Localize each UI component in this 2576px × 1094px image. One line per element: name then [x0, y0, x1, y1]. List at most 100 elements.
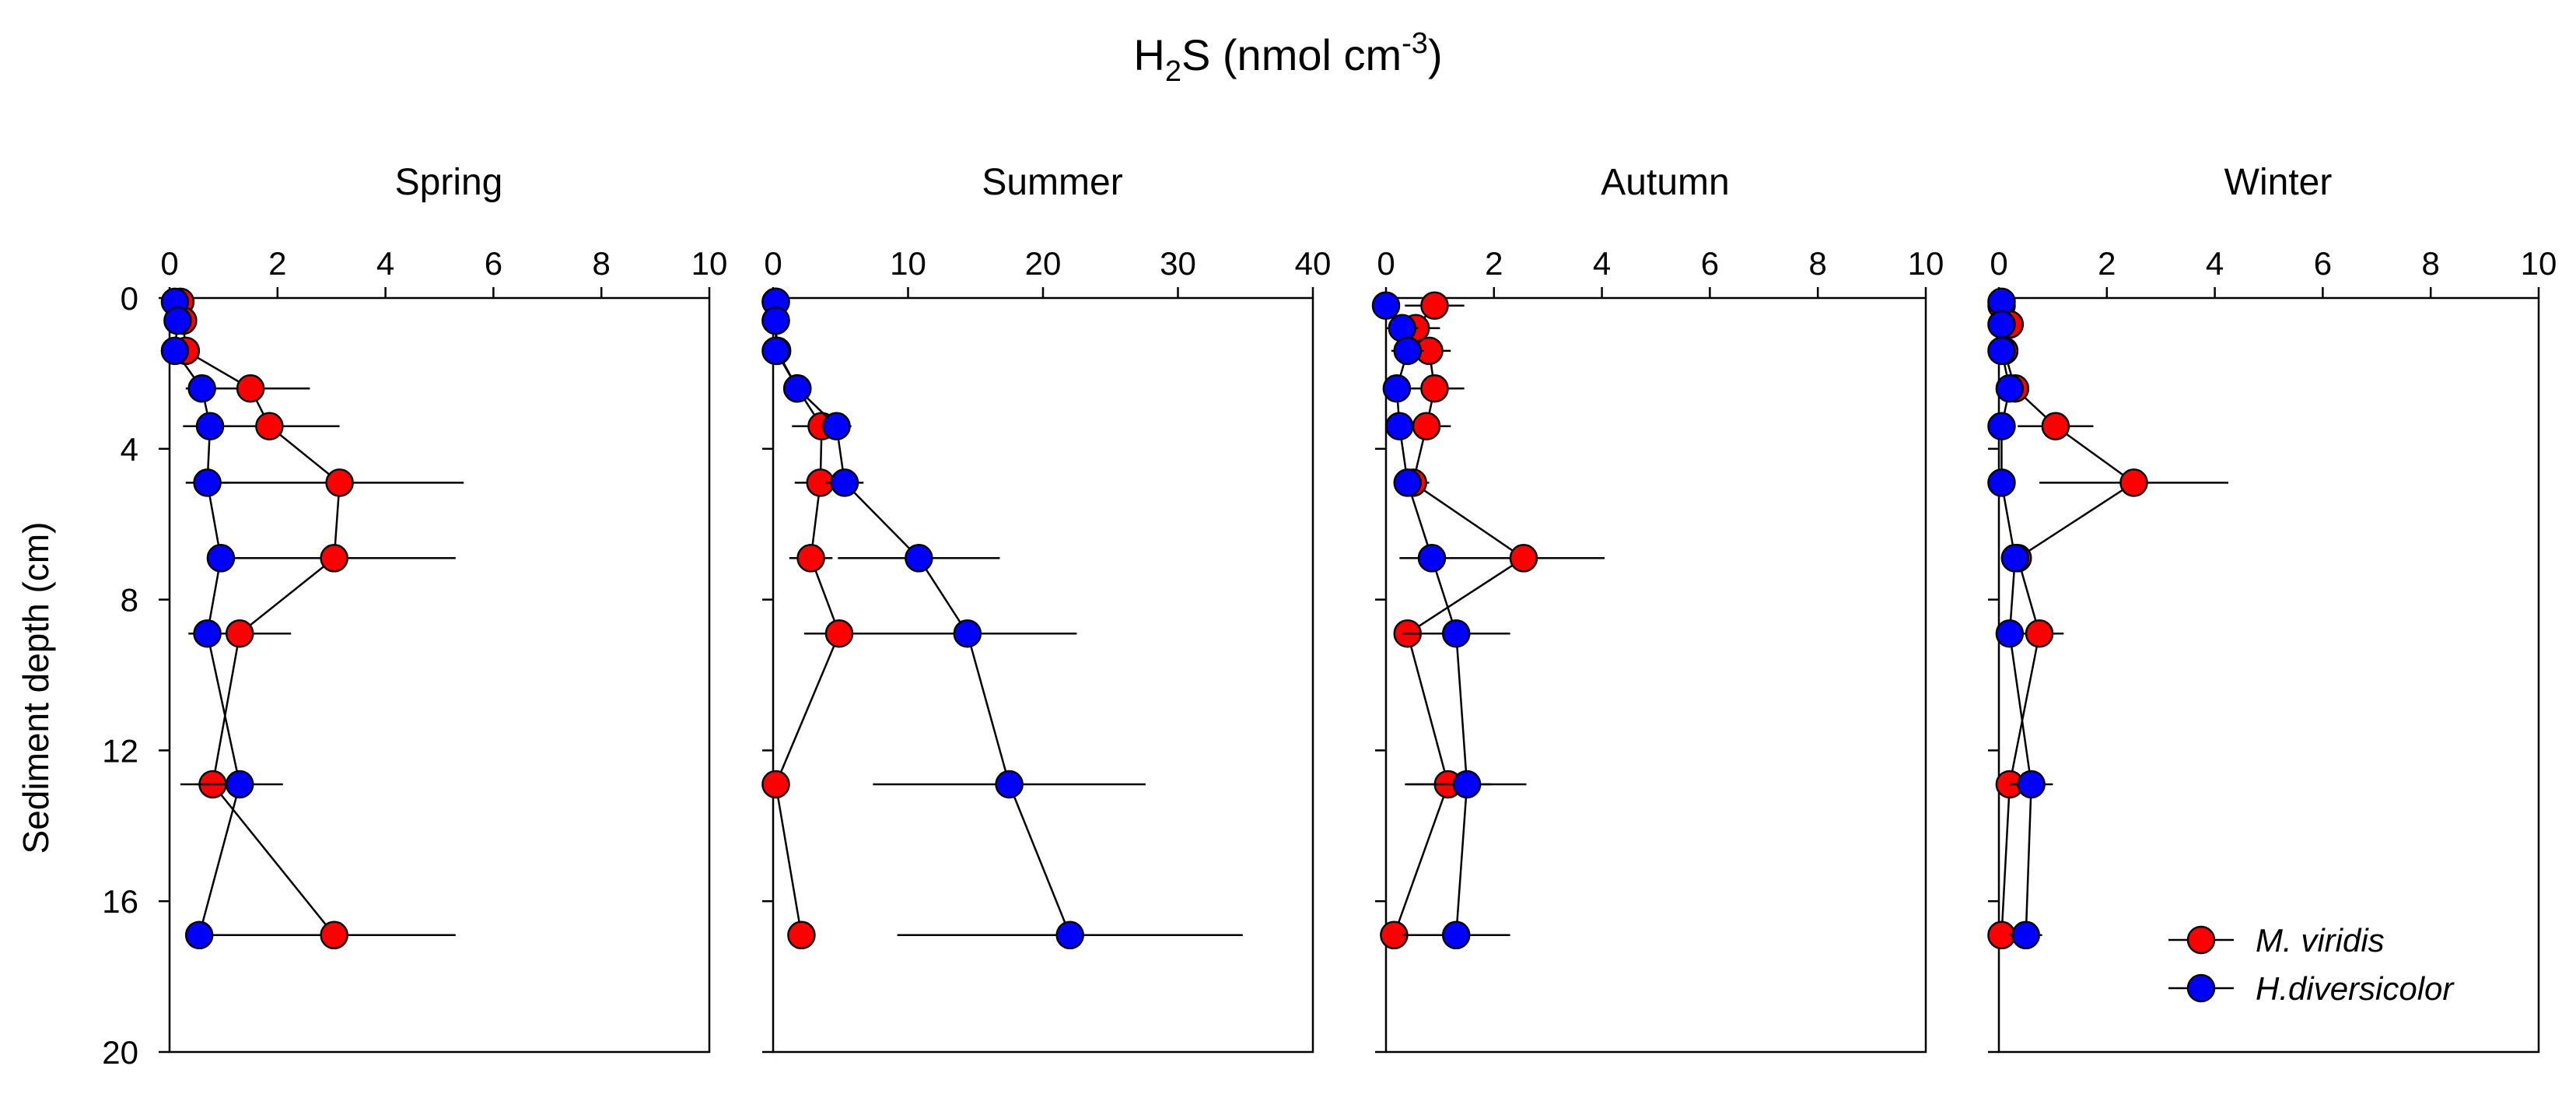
data-point	[1987, 336, 2016, 366]
data-point	[1441, 920, 1471, 950]
data-point	[995, 770, 1024, 799]
data-point	[1987, 468, 2016, 497]
x-tick-label: 2	[1485, 245, 1503, 282]
panel-title: Winter	[2224, 162, 2333, 203]
data-point	[320, 920, 348, 950]
series-line	[179, 301, 341, 936]
panel-title: Summer	[982, 162, 1122, 203]
data-point	[2025, 619, 2054, 648]
data-point	[225, 619, 254, 648]
legend-label: H.diversicolor	[2256, 970, 2455, 1007]
legend-marker	[2186, 973, 2216, 1003]
legend-entry-h-diversicolor: H.diversicolor	[2168, 970, 2455, 1007]
data-point	[1412, 412, 1441, 440]
data-point	[761, 770, 790, 799]
panel-autumn: Autumn 0 2 4 6 8 10	[1371, 162, 1944, 1054]
data-point	[1382, 374, 1412, 403]
x-tick-label: 4	[2206, 245, 2224, 282]
legend-label: M. viridis	[2256, 922, 2385, 959]
x-tick-label: 0	[1990, 245, 2007, 282]
data-point	[193, 468, 222, 497]
series-h-diversicolor	[1987, 287, 2053, 950]
x-tick-label: 0	[1377, 245, 1395, 282]
data-point	[236, 374, 265, 403]
data-point	[184, 920, 214, 950]
series-m-viridis	[761, 287, 875, 950]
x-tick-label: 10	[1908, 245, 1944, 282]
data-point	[1417, 544, 1447, 573]
x-tick-label: 30	[1160, 245, 1196, 282]
data-point	[255, 412, 284, 440]
x-tick-label: 4	[1593, 245, 1611, 282]
data-point	[1055, 920, 1084, 950]
data-point	[1452, 770, 1482, 799]
panel-winter: Winter 0 2 4 6 8 10	[1987, 162, 2557, 1054]
y-tick-label: 8	[121, 582, 138, 619]
data-point	[195, 412, 225, 440]
data-point	[2017, 770, 2046, 799]
y-tick-label: 16	[102, 883, 138, 920]
y-tick-label: 12	[102, 732, 138, 769]
x-tick-label: 20	[1025, 245, 1062, 282]
x-tick-label: 10	[691, 245, 728, 282]
x-tick-label: 40	[1295, 245, 1332, 282]
y-tick-label: 20	[102, 1034, 138, 1071]
data-point	[830, 468, 859, 497]
data-point	[796, 544, 825, 573]
data-point	[160, 336, 190, 366]
data-point	[1420, 291, 1449, 320]
plot-frame	[1997, 296, 2540, 1054]
legend-marker	[2186, 925, 2216, 955]
y-axis-label: Sediment depth (cm)	[16, 522, 56, 854]
data-point	[1420, 374, 1449, 403]
x-tick-label: 0	[160, 245, 178, 282]
data-point	[1371, 291, 1401, 320]
series-line	[775, 301, 1071, 936]
x-tick-label: 10	[2521, 245, 2557, 282]
data-point	[1987, 412, 2016, 440]
data-point	[225, 770, 254, 799]
data-point	[163, 306, 192, 335]
panel-title: Spring	[395, 162, 503, 203]
x-tick-label: 2	[268, 245, 286, 282]
data-point	[325, 468, 354, 497]
data-point	[761, 306, 790, 335]
y-tick-label: 0	[121, 280, 138, 317]
x-tick-label: 8	[1809, 245, 1827, 282]
series-h-diversicolor	[761, 287, 1243, 950]
x-tick-label: 6	[2314, 245, 2332, 282]
data-point	[905, 544, 933, 573]
data-point	[187, 374, 216, 403]
data-point	[1995, 619, 2025, 648]
x-tick-label: 0	[764, 245, 782, 282]
data-point	[320, 544, 348, 573]
data-point	[1995, 374, 2025, 403]
data-point	[822, 412, 851, 440]
series-h-diversicolor	[1371, 291, 1527, 950]
series-m-viridis	[1987, 291, 2228, 950]
data-point	[2011, 920, 2040, 950]
data-point	[782, 374, 812, 403]
x-tick-label: 8	[593, 245, 611, 282]
plot-frame	[1384, 296, 1927, 1054]
data-point	[1393, 468, 1423, 497]
plot-frame	[168, 296, 711, 1054]
panel-title: Autumn	[1601, 162, 1729, 203]
data-point	[787, 920, 816, 950]
data-point	[761, 336, 790, 366]
legend-entry-m-viridis: M. viridis	[2168, 922, 2385, 959]
data-point	[193, 619, 222, 648]
data-point	[2000, 544, 2030, 573]
legend: M. viridis H.diversicolor	[2168, 922, 2455, 1007]
x-tick-label: 10	[890, 245, 926, 282]
panel-summer: Summer 0 10 20 30 40	[761, 162, 1332, 1054]
data-point	[1509, 544, 1538, 573]
series-m-viridis	[1380, 291, 1605, 950]
panel-spring: Spring 0 2 4 6 8 10 0 4 8 12 16 20	[102, 162, 727, 1071]
data-point	[824, 619, 854, 648]
series-line	[173, 301, 241, 936]
data-point	[1393, 336, 1423, 366]
data-point	[2041, 412, 2070, 440]
